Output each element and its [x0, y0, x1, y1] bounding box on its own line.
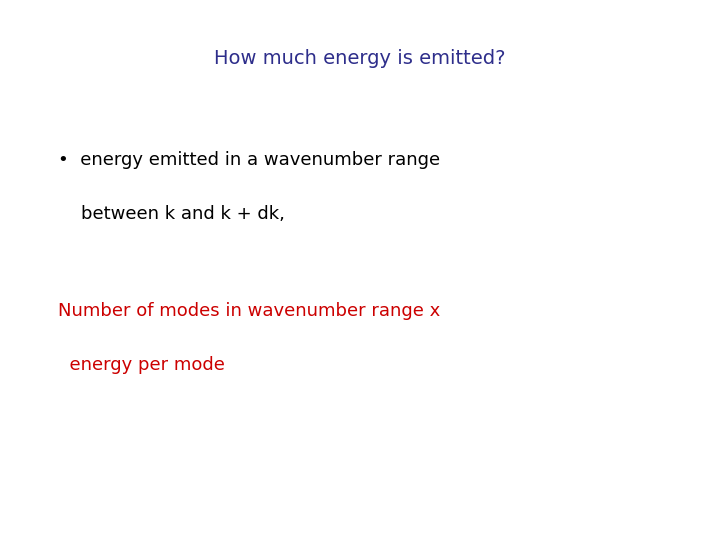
Text: energy per mode: energy per mode [58, 356, 225, 374]
Text: •  energy emitted in a wavenumber range: • energy emitted in a wavenumber range [58, 151, 440, 169]
Text: between k and k + dk,: between k and k + dk, [58, 205, 284, 223]
Text: How much energy is emitted?: How much energy is emitted? [215, 49, 505, 68]
Text: Number of modes in wavenumber range x: Number of modes in wavenumber range x [58, 302, 440, 320]
